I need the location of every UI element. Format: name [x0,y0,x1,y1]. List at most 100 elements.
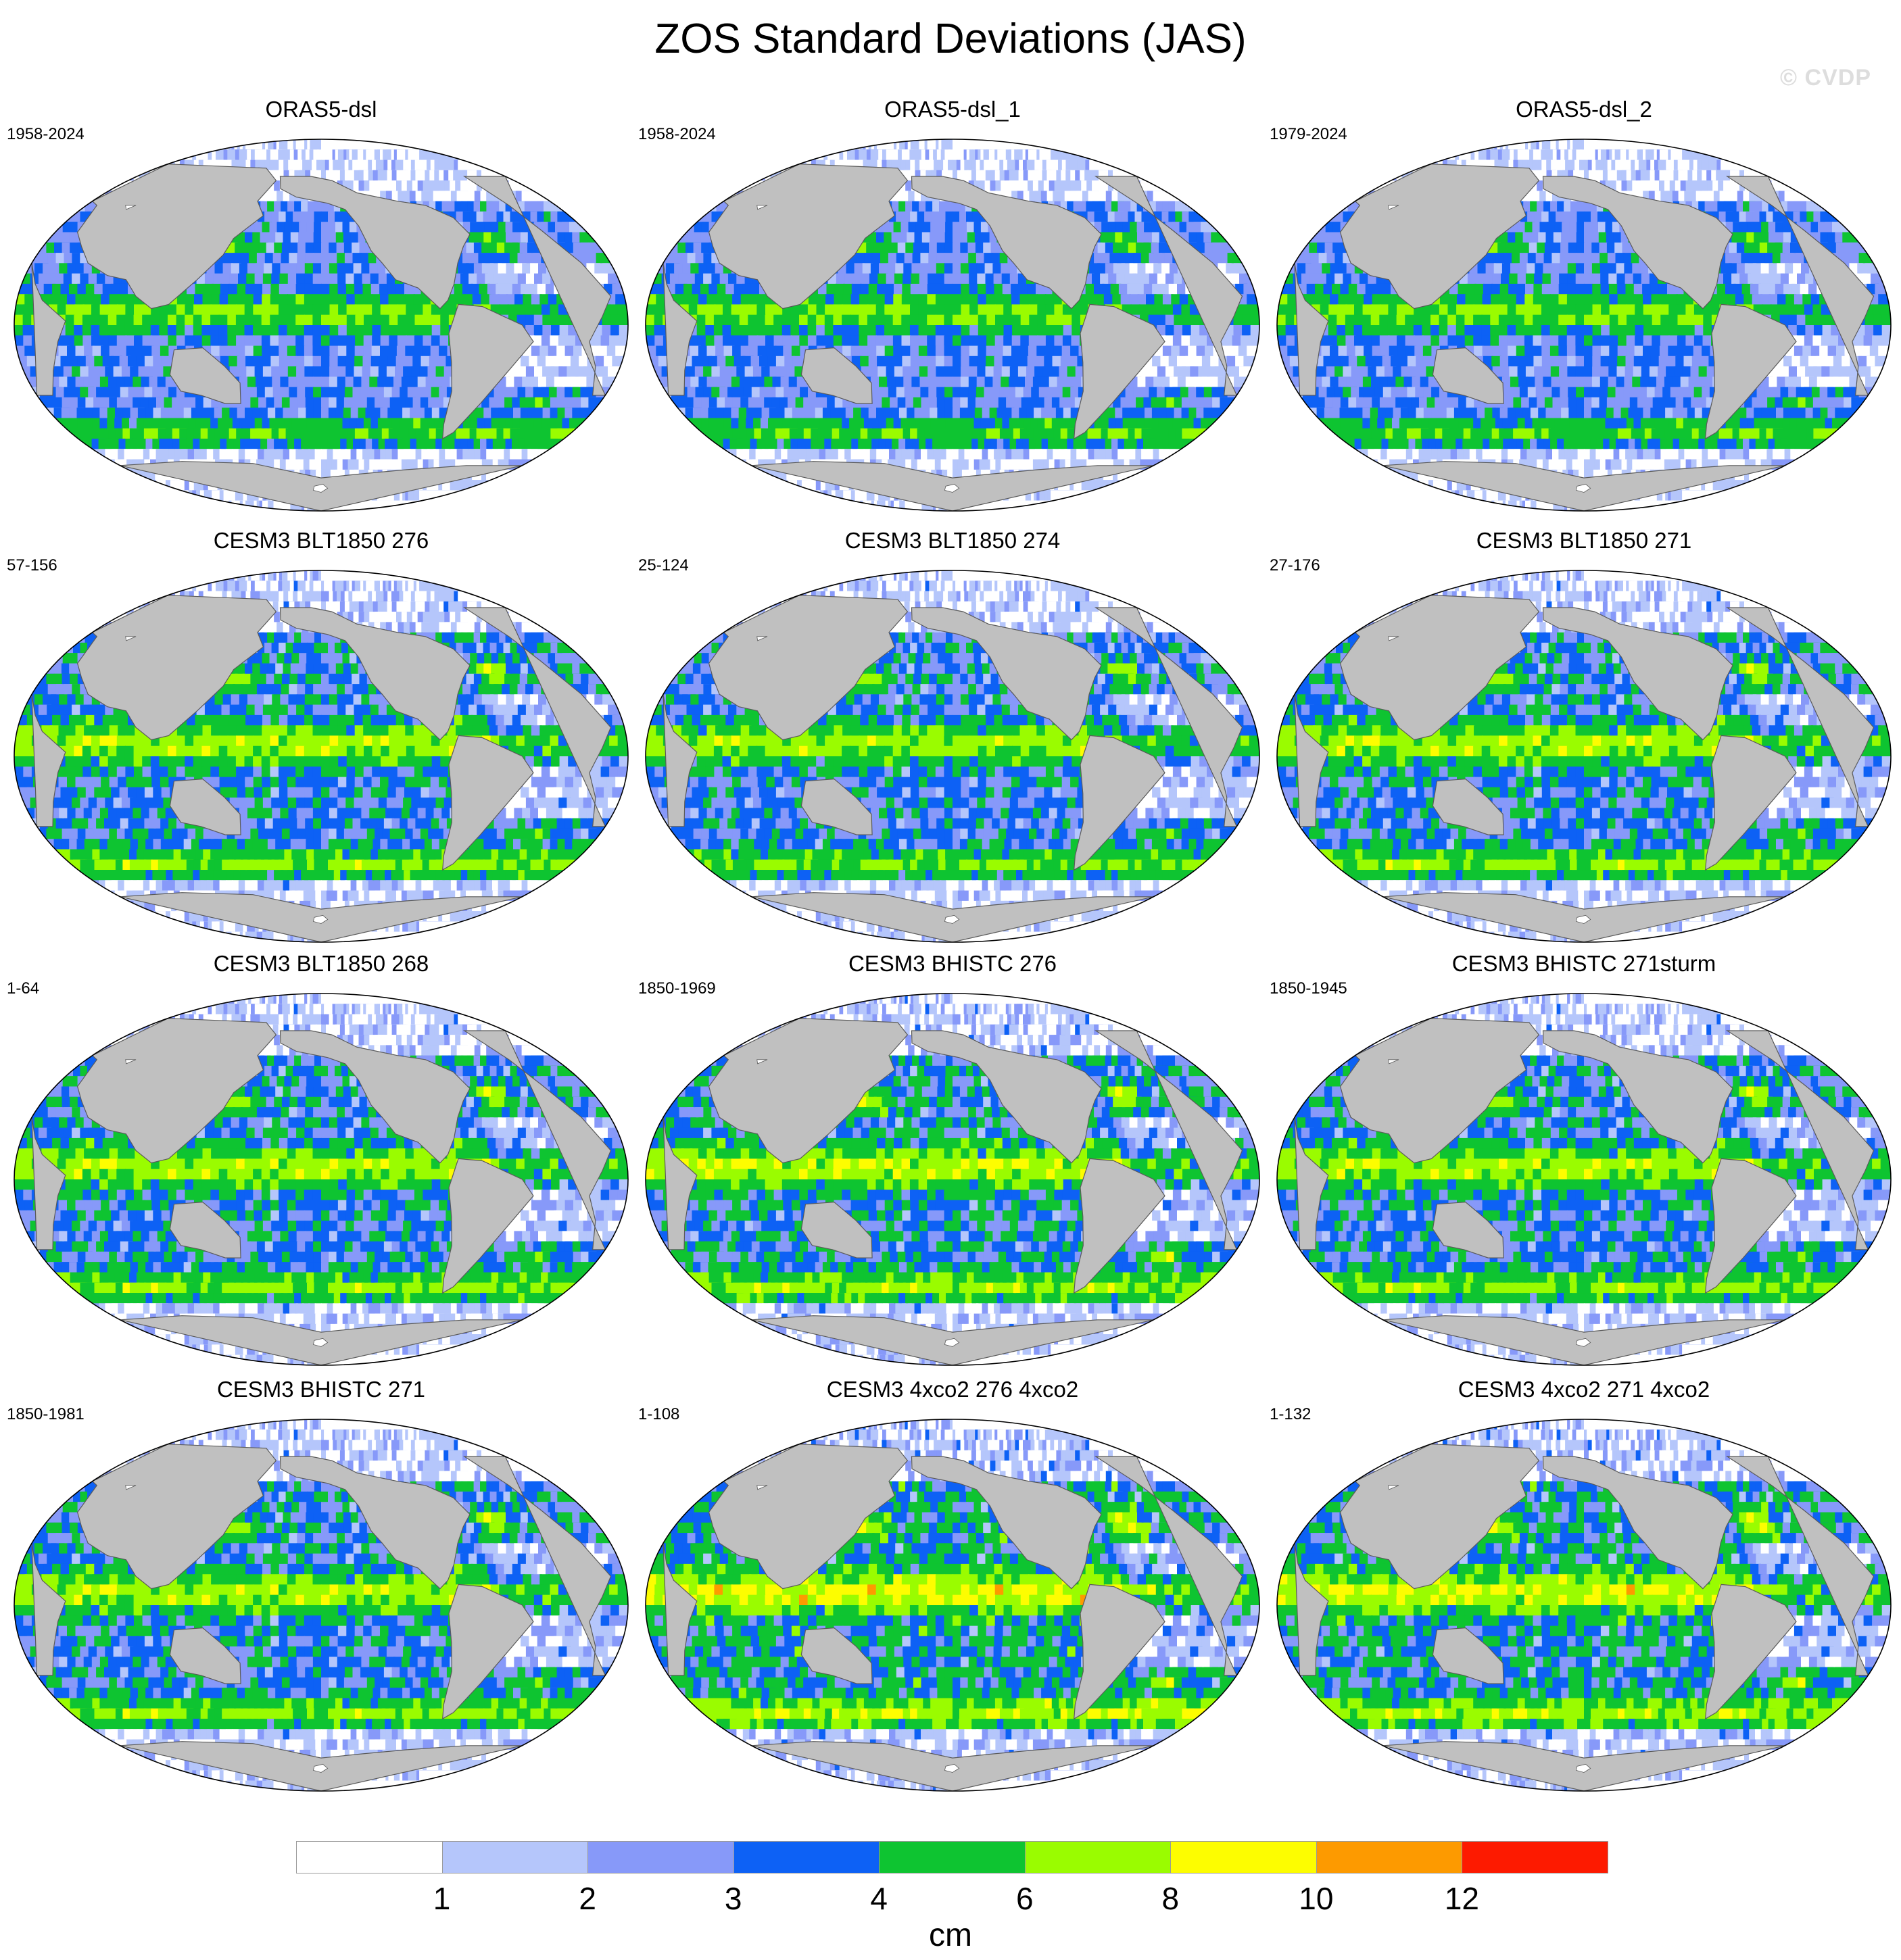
panel-title: ORAS5-dsl_1 [638,95,1267,124]
ice-shelf [125,636,137,641]
australia-landmass [169,778,241,835]
ice-shelf [756,636,768,641]
asia-landmass [708,164,909,310]
ice-shelf [944,483,960,493]
australia-landmass [800,1201,873,1258]
south-america-landmass [1074,1584,1165,1720]
europe-africa-east-landmass [462,1456,612,1676]
australia-landmass [1432,1201,1504,1258]
north-america-landmass [279,607,471,741]
north-america-landmass [911,1456,1102,1590]
asia-landmass [1339,1444,1540,1590]
australia-landmass [1432,1627,1504,1684]
ice-shelf [1388,636,1399,641]
south-america-landmass [442,735,534,871]
ocean-field [1277,139,1891,511]
colorbar-swatch [1316,1841,1463,1873]
colorbar-swatch [441,1841,589,1873]
europe-africa-east-landmass [1094,607,1243,827]
map-panel: ORAS5-dsl_1 1958-2024 [638,95,1267,520]
robinson-map [1276,139,1892,512]
ice-shelf [312,914,329,924]
ocean-field [14,139,628,511]
asia-landmass [76,1444,277,1590]
africa-landmass [31,694,66,827]
south-america-landmass [1705,1158,1797,1294]
map-border [645,139,1260,512]
colorbar-tick-label: 8 [1130,1880,1211,1917]
panel-period: 1850-1945 [1270,979,1347,999]
africa-landmass [1294,263,1329,396]
panel-period: 1958-2024 [7,124,85,145]
map-border [645,993,1260,1366]
panel-period: 1850-1969 [638,979,716,999]
ice-shelf [944,1763,960,1773]
panel-title: ORAS5-dsl [7,95,635,124]
map-panel: CESM3 BHISTC 271sturm 1850-1945 [1270,949,1898,1375]
robinson-map [14,993,629,1366]
africa-landmass [1294,694,1329,827]
panel-period: 1-108 [638,1404,679,1425]
colorbar-swatch [733,1841,880,1873]
australia-landmass [800,1627,873,1684]
colorbar-units: cm [0,1917,1901,1955]
south-america-landmass [1074,1158,1165,1294]
colorbar-tick-label: 2 [547,1880,628,1917]
africa-landmass [1294,1543,1329,1676]
colorbar-tick-label: 4 [838,1880,919,1917]
map-panel: CESM3 BLT1850 271 27-176 [1270,526,1898,952]
ice-shelf [756,1485,768,1490]
ice-shelf [1575,483,1591,493]
africa-landmass [1294,1117,1329,1250]
map-panel: ORAS5-dsl 1958-2024 [7,95,635,520]
map-panel: ORAS5-dsl_2 1979-2024 [1270,95,1898,520]
north-america-landmass [279,1456,471,1590]
africa-landmass [31,1543,66,1676]
south-america-landmass [1705,303,1797,440]
colorbar-swatch [296,1841,443,1873]
panel-period: 1-132 [1270,1404,1311,1425]
ice-shelf [312,1338,329,1347]
map-border [14,993,629,1366]
figure-title: ZOS Standard Deviations (JAS) [0,12,1901,66]
map-border [645,570,1260,943]
colorbar-swatch [879,1841,1026,1873]
colorbar-tick-label: 1 [402,1880,483,1917]
map-panel: CESM3 4xco2 276 4xco2 1-108 [638,1375,1267,1800]
panel-period: 1958-2024 [638,124,716,145]
ocean-field [1277,1419,1891,1791]
robinson-map [14,1419,629,1792]
robinson-map [14,139,629,512]
colorbar-tick-label: 6 [984,1880,1065,1917]
panel-title: CESM3 4xco2 276 4xco2 [638,1375,1267,1404]
europe-africa-east-landmass [1094,176,1243,396]
ice-shelf [125,1059,137,1064]
ice-shelf [944,1338,960,1347]
colorbar-tick-label: 10 [1276,1880,1357,1917]
colorbar-swatch [1024,1841,1172,1873]
ocean-field [14,1419,628,1791]
africa-landmass [663,1117,698,1250]
australia-landmass [800,778,873,835]
panel-title: CESM3 BLT1850 276 [7,526,635,556]
ice-shelf [1575,1338,1591,1347]
africa-landmass [31,1117,66,1250]
ice-shelf [125,205,137,210]
ocean-field [646,994,1259,1365]
asia-landmass [708,595,909,741]
panel-period: 25-124 [638,556,689,576]
panel-title: CESM3 BHISTC 271 [7,1375,635,1404]
panel-period: 27-176 [1270,556,1320,576]
ice-shelf [1388,205,1399,210]
panel-period: 1979-2024 [1270,124,1347,145]
europe-africa-east-landmass [462,1030,612,1250]
colorbar-swatch [1170,1841,1317,1873]
north-america-landmass [279,176,471,310]
north-america-landmass [911,176,1102,310]
europe-africa-east-landmass [1725,1456,1875,1676]
asia-landmass [708,1018,909,1164]
map-panel: CESM3 BLT1850 268 1-64 [7,949,635,1375]
map-border [645,1419,1260,1792]
ice-shelf [1575,1763,1591,1773]
ice-shelf [1388,1485,1399,1490]
